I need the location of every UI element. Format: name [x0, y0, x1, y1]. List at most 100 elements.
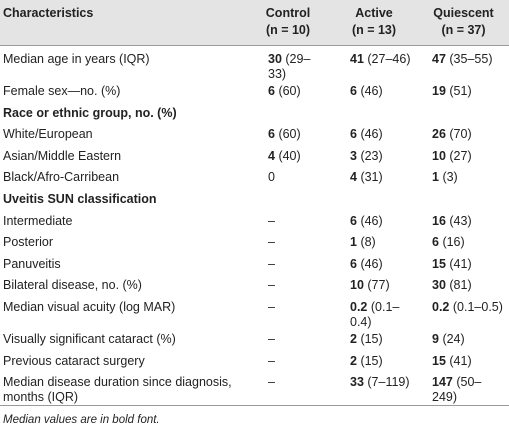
- median-value: 6: [432, 235, 439, 250]
- row-label: Visually significant cataract (%): [3, 331, 176, 346]
- table-cell: –: [246, 233, 330, 255]
- table-cell: 147 (50–249): [418, 373, 509, 406]
- row-label: Panuveitis: [3, 256, 61, 271]
- table-cell: 30 (29–33): [246, 46, 330, 83]
- table-cell: 6 (60): [246, 82, 330, 104]
- row-label: Previous cataract surgery: [3, 353, 145, 368]
- table-cell: 26 (70): [418, 125, 509, 147]
- median-value: 6: [350, 213, 357, 228]
- median-value: 4: [350, 170, 357, 185]
- cell-text: 0: [268, 170, 275, 185]
- cell-text: –: [268, 256, 275, 271]
- median-value: 3: [350, 148, 357, 163]
- median-value: 47: [432, 52, 446, 66]
- table-cell: 6 (46): [330, 125, 418, 147]
- range-value: (60): [278, 127, 301, 142]
- median-value: 0.2: [350, 299, 368, 314]
- cell-text: –: [268, 375, 275, 390]
- table-cell: 0.2 (0.1–0.4): [330, 298, 418, 330]
- table-cell: –: [246, 373, 330, 406]
- range-value: (15): [360, 331, 383, 346]
- table-cell: –: [246, 298, 330, 330]
- range-value: (60): [278, 84, 301, 98]
- row-label: Black/Afro-Carribean: [3, 170, 120, 185]
- range-value: (0.1–0.4): [350, 299, 400, 329]
- section-label: Race or ethnic group, no. (%): [3, 105, 177, 120]
- row-label: Median disease duration since diagnosis,…: [3, 375, 232, 405]
- median-value: 2: [350, 353, 357, 368]
- table-row: Black/Afro-Carribean 0 4 (31) 1 (3): [0, 168, 509, 190]
- table-cell: 10 (77): [330, 276, 418, 298]
- section-label: Uveitis SUN classification: [3, 191, 157, 206]
- table-cell: 6 (46): [330, 82, 418, 104]
- header-text: Characteristics: [3, 6, 94, 20]
- cell-text: –: [268, 353, 275, 368]
- table-cell: 6 (46): [330, 212, 418, 234]
- table-cell: 6 (16): [418, 233, 509, 255]
- footnote: Median values are in bold font.: [3, 414, 160, 426]
- median-value: 6: [268, 84, 275, 98]
- range-value: (81): [449, 278, 472, 293]
- row-label: Median age in years (IQR): [3, 52, 150, 66]
- table-row: Posterior –1 (8) 6 (16): [0, 233, 509, 255]
- cell-text: –: [268, 299, 275, 314]
- cell-text: –: [268, 331, 275, 346]
- median-value: 10: [432, 148, 446, 163]
- table-cell: 10 (27): [418, 147, 509, 169]
- table-row: Panuveitis –6 (46) 15 (41): [0, 255, 509, 277]
- table-cell: 1 (3): [418, 168, 509, 190]
- median-value: 6: [350, 256, 357, 271]
- range-value: (70): [449, 127, 472, 142]
- median-value: 30: [268, 52, 282, 66]
- row-label: Female sex—no. (%): [3, 84, 121, 98]
- table-cell: 2 (15): [330, 330, 418, 352]
- median-value: 26: [432, 127, 446, 142]
- header-n: (n = 13): [351, 23, 397, 37]
- header-text: Quiescent: [433, 6, 494, 20]
- range-value: (27–46): [367, 52, 411, 66]
- table-cell: [418, 190, 509, 212]
- row-label: White/European: [3, 127, 93, 142]
- range-value: (77): [367, 278, 390, 293]
- table-cell: –: [246, 276, 330, 298]
- header-row: Characteristics Control (n = 10) Active (n =…: [0, 0, 509, 46]
- range-value: (15): [360, 353, 383, 368]
- range-value: (46): [360, 84, 383, 98]
- table-cell: 9 (24): [418, 330, 509, 352]
- table-row: Female sex—no. (%) 6 (60) 6 (46) 19 (51): [0, 82, 509, 104]
- row-label: Asian/Middle Eastern: [3, 148, 122, 163]
- table-row: Median disease duration since diagnosis,…: [0, 373, 509, 406]
- table-cell: –: [246, 212, 330, 234]
- table-cell: 15 (41): [418, 255, 509, 277]
- median-value: 10: [350, 278, 364, 293]
- table-row: Median age in years (IQR) 30 (29–33) 41 (2…: [0, 46, 509, 83]
- table-cell: –: [246, 255, 330, 277]
- table-row: Visually significant cataract (%) – 2 (15)…: [0, 330, 509, 352]
- row-label: Bilateral disease, no. (%): [3, 278, 142, 293]
- range-value: (27): [449, 148, 472, 163]
- table-cell: 33 (7–119): [330, 373, 418, 406]
- table-row: Race or ethnic group, no. (%): [0, 104, 509, 126]
- range-value: (24): [442, 331, 465, 346]
- range-value: (51): [449, 84, 472, 98]
- cell-text: –: [268, 235, 275, 250]
- median-value: 1: [432, 170, 439, 185]
- table-row: Uveitis SUN classification: [0, 190, 509, 212]
- range-value: (40): [278, 148, 301, 163]
- table-body: Median age in years (IQR) 30 (29–33) 41 (2…: [0, 46, 509, 406]
- range-value: (8): [360, 235, 376, 250]
- table-cell: [330, 190, 418, 212]
- table-cell: 1 (8): [330, 233, 418, 255]
- median-value: 1: [350, 235, 357, 250]
- range-value: (31): [360, 170, 383, 185]
- median-value: 30: [432, 278, 446, 293]
- median-value: 6: [268, 127, 275, 142]
- table-cell: 19 (51): [418, 82, 509, 104]
- table-cell: [246, 190, 330, 212]
- median-value: 41: [350, 52, 364, 66]
- table-cell: 47 (35–55): [418, 46, 509, 83]
- column-header: Active (n = 13): [330, 0, 418, 46]
- median-value: 6: [350, 84, 357, 98]
- range-value: (43): [449, 213, 472, 228]
- median-value: 2: [350, 331, 357, 346]
